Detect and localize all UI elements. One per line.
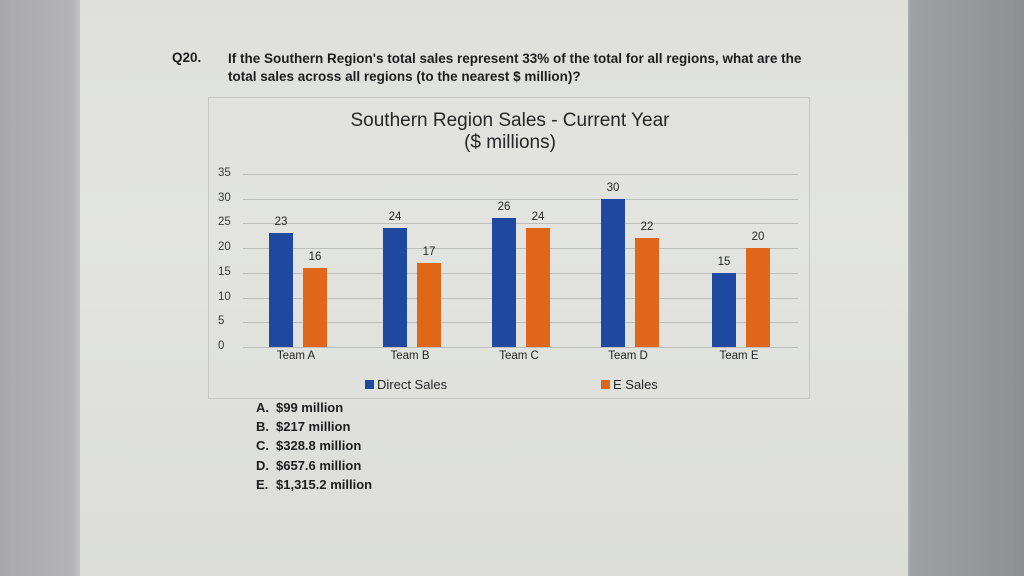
answer-text: $657.6 million xyxy=(276,457,362,473)
bar-esales xyxy=(303,268,327,347)
answer-text: $1,315.2 million xyxy=(276,476,373,492)
y-tick-label: 25 xyxy=(218,216,231,228)
answer-letter: A. xyxy=(256,400,269,415)
bar-value-label: 26 xyxy=(497,201,511,213)
legend-swatch-direct xyxy=(365,380,374,389)
bar-value-label: 22 xyxy=(640,221,654,233)
bar-direct xyxy=(601,199,625,347)
y-tick-label: 30 xyxy=(218,192,231,204)
gridline xyxy=(243,273,798,274)
y-tick-label: 5 xyxy=(218,315,225,327)
answer-text: $99 million xyxy=(276,400,344,415)
legend-e-sales: E Sales xyxy=(601,377,658,392)
x-axis-label: Team A xyxy=(276,350,316,362)
y-tick-label: 15 xyxy=(218,266,231,278)
bar-direct xyxy=(712,273,736,347)
legend-direct-sales: Direct Sales xyxy=(365,377,447,392)
question-number: Q20. xyxy=(172,50,202,65)
chart-title-line2: ($ millions) xyxy=(464,132,556,153)
bar-direct xyxy=(383,228,407,347)
answer-option-c[interactable]: C. $328.8 million xyxy=(256,436,372,455)
bar-direct xyxy=(492,218,516,347)
gridline xyxy=(243,248,798,249)
answer-letter: D. xyxy=(256,457,269,473)
question-text: If the Southern Region's total sales rep… xyxy=(228,51,802,84)
answer-list: A. $99 million B. $217 million C. $328.8 mi… xyxy=(256,398,372,494)
answer-text: $217 million xyxy=(276,419,351,435)
answer-option-a[interactable]: A. $99 million xyxy=(256,398,372,417)
gridline xyxy=(243,347,798,348)
bar-value-label: 23 xyxy=(274,216,288,228)
bar-value-label: 30 xyxy=(606,182,620,194)
bar-value-label: 24 xyxy=(531,211,545,223)
x-axis-label: Team C xyxy=(499,350,539,362)
gridline xyxy=(243,322,798,323)
chart-title: Southern Region Sales - Current Year ($ … xyxy=(230,110,790,154)
bar-value-label: 15 xyxy=(717,256,731,268)
y-tick-label: 20 xyxy=(218,241,231,253)
bar-value-label: 24 xyxy=(388,211,402,223)
bar-esales xyxy=(746,248,770,347)
bar-value-label: 16 xyxy=(308,251,322,263)
y-tick-label: 0 xyxy=(218,340,225,352)
bar-direct xyxy=(269,233,293,347)
x-axis-label: Team D xyxy=(608,350,648,362)
gridline xyxy=(243,199,798,200)
legend-label-direct: Direct Sales xyxy=(377,377,448,392)
answer-letter: E. xyxy=(256,476,269,492)
bar-esales xyxy=(417,263,441,347)
chart-frame xyxy=(208,97,810,399)
bar-esales xyxy=(635,238,659,347)
bar-value-label: 20 xyxy=(751,231,765,243)
answer-option-d[interactable]: D. $657.6 million xyxy=(256,456,372,475)
legend-label-esales: E Sales xyxy=(613,377,658,392)
x-axis-label: Team E xyxy=(719,350,759,362)
x-axis-label: Team B xyxy=(390,350,430,362)
bar-esales xyxy=(526,228,550,347)
gridline xyxy=(243,174,798,175)
y-tick-label: 35 xyxy=(218,167,231,179)
gridline xyxy=(243,298,798,299)
answer-letter: C. xyxy=(256,438,269,454)
gridline xyxy=(243,223,798,224)
y-tick-label: 10 xyxy=(218,291,231,303)
answer-option-e[interactable]: E. $1,315.2 million xyxy=(256,475,372,494)
chart-title-line1: Southern Region Sales - Current Year xyxy=(350,110,670,131)
answer-letter: B. xyxy=(256,419,269,435)
answer-option-b[interactable]: B. $217 million xyxy=(256,417,372,436)
legend-swatch-esales xyxy=(601,380,610,389)
bar-value-label: 17 xyxy=(422,246,436,258)
answer-text: $328.8 million xyxy=(276,438,362,454)
